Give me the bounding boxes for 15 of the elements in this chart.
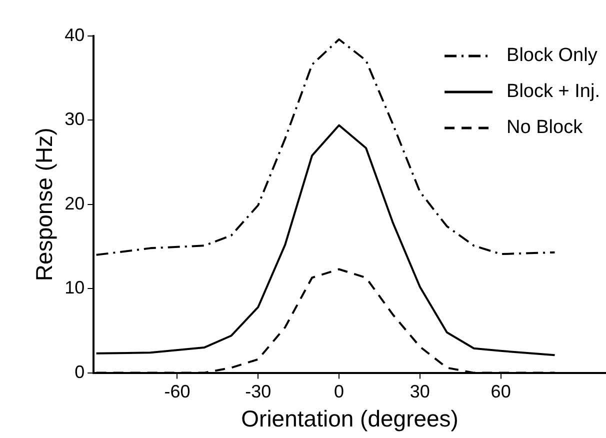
- y-tick-label: 30: [64, 109, 85, 130]
- y-axis-title: Response (Hz): [31, 128, 58, 282]
- legend-label: Block + Inj.: [506, 81, 600, 102]
- x-tick-label: -60: [164, 382, 190, 402]
- legend-label: No Block: [506, 117, 584, 138]
- y-tick-label: 20: [64, 193, 85, 214]
- y-tick-label: 10: [64, 278, 85, 298]
- x-tick-label: 0: [334, 382, 344, 402]
- y-tick-label: 0: [74, 362, 85, 382]
- x-axis-title: Orientation (degrees): [241, 406, 458, 432]
- x-tick-label: 30: [410, 382, 430, 402]
- x-tick-label: 60: [490, 382, 511, 402]
- x-tick-label: -30: [245, 382, 272, 402]
- y-tick-label: 40: [64, 24, 85, 45]
- legend-label: Block Only: [506, 45, 598, 66]
